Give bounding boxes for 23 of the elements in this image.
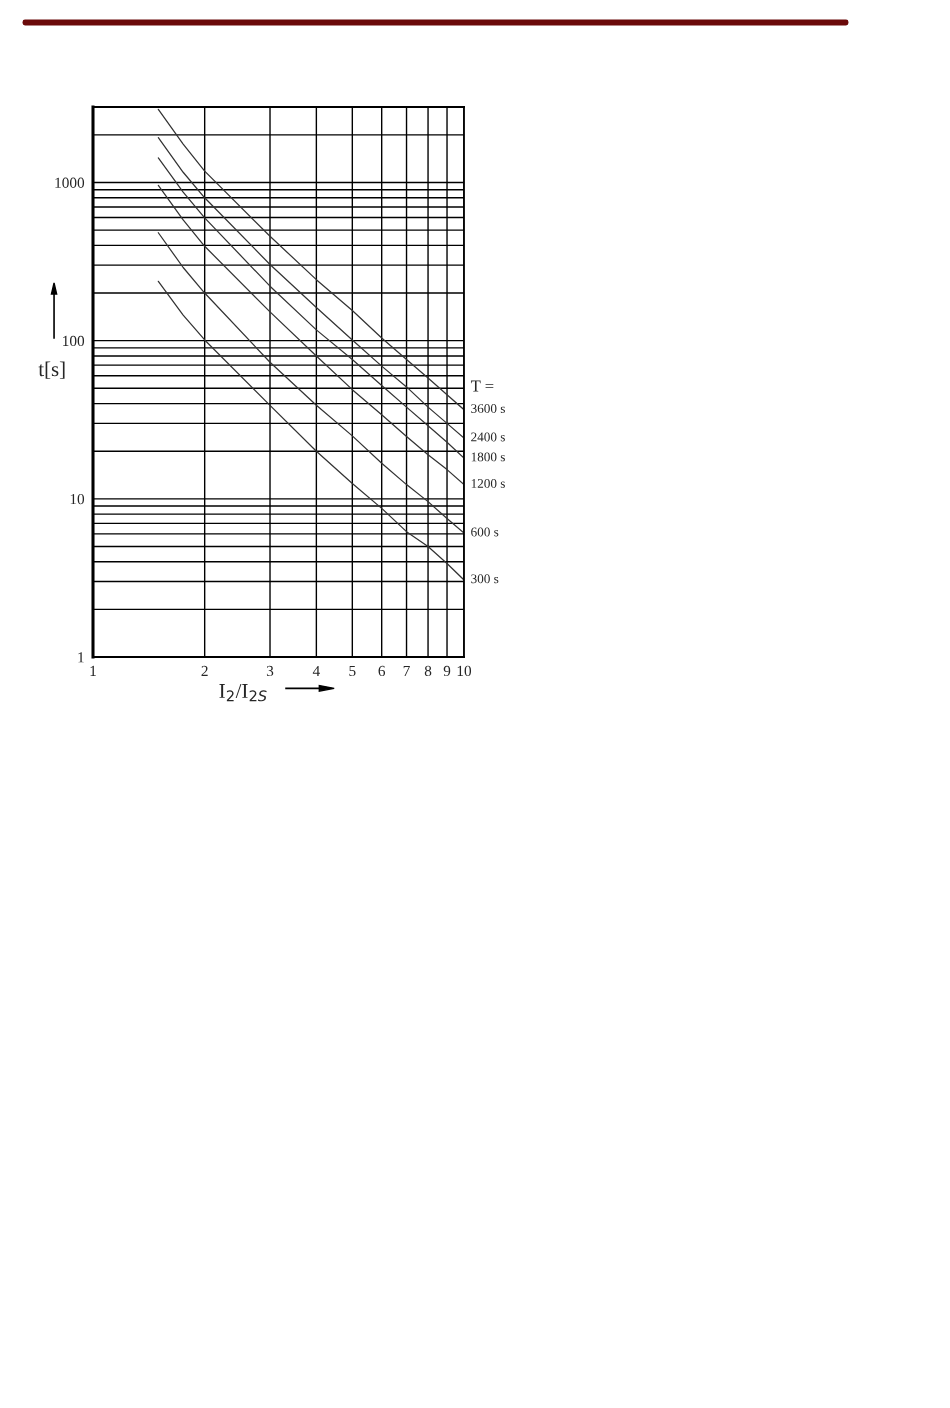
x-tick-label: 1 [90, 665, 96, 676]
y-tick-label: 1 [78, 652, 84, 663]
x-tick-label: 5 [349, 665, 356, 677]
x-tick-label: 3 [266, 665, 274, 677]
x-tick-label: 2 [201, 665, 208, 676]
text: T = [470, 380, 494, 392]
series-label: 300 s [471, 574, 499, 584]
x-tick-label: 4 [312, 665, 320, 676]
x-tick-label: 6 [378, 665, 386, 677]
x-tick-label: 9 [443, 665, 451, 677]
series-label: 3600 s [471, 404, 505, 413]
y-tick-label: 10 [70, 493, 85, 505]
series-label: 2400 s [471, 432, 505, 442]
x-tick-label: 10 [457, 665, 472, 677]
series-label: 1800 s [471, 452, 505, 462]
y-axis-title: t[s] [38, 361, 65, 379]
y-tick-label: 100 [63, 335, 85, 347]
series-label: 1200 s [471, 479, 505, 488]
series-label: 600 s [471, 527, 499, 537]
y-tick-label: 1000 [55, 177, 85, 188]
x-tick-label: 8 [424, 665, 432, 677]
x-tick-label: 7 [403, 665, 410, 676]
x-axis-title: I$_{2}$/I$_{2S}$ [219, 684, 267, 702]
